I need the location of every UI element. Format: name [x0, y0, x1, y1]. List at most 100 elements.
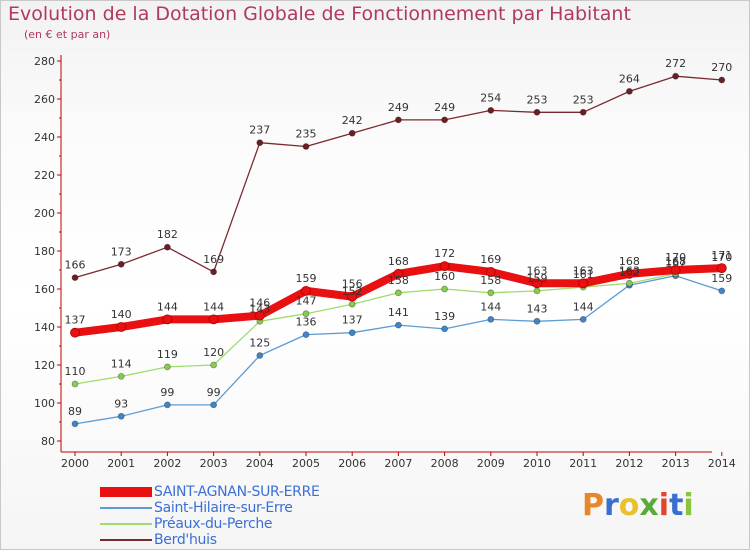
data-label: 158 [480, 274, 501, 287]
chart-title: Evolution de la Dotation Globale de Fonc… [8, 3, 631, 25]
x-tick-label: 2003 [200, 457, 228, 470]
data-label: 253 [527, 93, 548, 106]
data-label: 235 [296, 128, 317, 141]
data-point [210, 361, 218, 369]
data-point [210, 268, 218, 276]
x-tick-label: 2001 [107, 457, 135, 470]
x-tick-label: 2014 [708, 457, 736, 470]
data-point [394, 321, 402, 329]
data-label: 168 [388, 255, 409, 268]
data-label: 158 [388, 274, 409, 287]
data-point [163, 401, 171, 409]
data-point [71, 274, 79, 282]
data-label: 160 [434, 270, 455, 283]
data-label: 166 [65, 259, 86, 272]
logo-letter: t [669, 488, 684, 523]
data-label: 99 [207, 386, 221, 399]
data-point [626, 279, 633, 287]
data-labels-layer: 166 173 182 169 237 235 242 249 249 254 253 253 264 2… [65, 57, 733, 418]
legend: SAINT-AGNAN-SUR-ERRE Saint-Hilaire-sur-E… [100, 484, 400, 548]
data-point [579, 108, 587, 116]
data-label: 173 [111, 245, 132, 258]
data-point [301, 285, 311, 296]
data-label: 264 [619, 72, 640, 85]
logo-letter: o [618, 488, 640, 523]
data-point [624, 268, 635, 279]
y-tick-label: 140 [34, 321, 55, 334]
data-label: 159 [296, 272, 317, 285]
legend-item: Saint-Hilaire-sur-Erre [100, 500, 400, 516]
data-point [579, 315, 587, 323]
data-point [672, 72, 679, 80]
x-tick-label: 2012 [615, 457, 643, 470]
data-point [256, 139, 264, 147]
data-label: 272 [665, 57, 686, 70]
data-point [254, 310, 265, 321]
data-label: 93 [114, 397, 128, 410]
legend-item: SAINT-AGNAN-SUR-ERRE [100, 484, 400, 500]
data-point [487, 289, 495, 297]
data-label: 147 [296, 295, 317, 308]
data-label: 169 [480, 253, 501, 266]
legend-label: Préaux-du-Perche [154, 516, 273, 532]
data-label: 161 [573, 268, 594, 281]
data-point [393, 268, 404, 279]
data-point [162, 314, 173, 325]
logo-letter: i [658, 488, 670, 523]
data-point [302, 143, 310, 150]
data-label: 136 [296, 316, 317, 329]
data-label: 168 [665, 255, 686, 268]
data-point [718, 76, 726, 84]
x-tick-label: 2013 [662, 457, 690, 470]
data-point [256, 352, 264, 359]
data-point [71, 420, 79, 428]
data-label: 143 [527, 302, 548, 315]
data-label: 253 [573, 93, 594, 106]
data-point [439, 261, 450, 272]
data-label: 237 [249, 124, 270, 137]
data-point [441, 325, 449, 333]
data-label: 242 [342, 114, 363, 127]
series-berd-huis [71, 72, 726, 282]
x-tick-label: 2002 [153, 457, 181, 470]
y-tick-label: 180 [34, 245, 55, 258]
data-point [394, 116, 402, 124]
y-tick-label: 280 [34, 55, 55, 68]
y-tick-label: 240 [34, 131, 55, 144]
data-point [348, 300, 356, 308]
data-point [210, 401, 218, 409]
y-tick-label: 160 [34, 283, 55, 296]
data-point [70, 327, 80, 338]
data-label: 139 [434, 310, 455, 323]
data-label: 144 [573, 300, 594, 313]
data-label: 99 [160, 386, 174, 399]
data-point [117, 412, 125, 420]
series-layer [70, 72, 727, 428]
data-label: 114 [111, 357, 132, 370]
x-tick-label: 2011 [569, 457, 597, 470]
logo-letter: r [604, 488, 619, 523]
data-point [208, 314, 219, 325]
data-point [348, 129, 356, 137]
chart-subtitle: (en € et par an) [24, 28, 111, 41]
data-point [163, 363, 171, 371]
data-label: 270 [711, 61, 732, 74]
proxiti-logo: Proxiti [582, 488, 694, 523]
legend-swatch [100, 507, 152, 509]
data-label: 170 [665, 251, 686, 264]
x-tick-label: 2006 [338, 457, 366, 470]
data-label: 120 [203, 346, 224, 359]
data-point [302, 331, 310, 339]
x-tick-label: 2004 [246, 457, 274, 470]
data-label: 152 [342, 285, 363, 298]
data-label: 125 [249, 337, 270, 350]
data-label: 182 [157, 228, 178, 241]
y-tick-label: 260 [34, 93, 55, 106]
data-label: 168 [619, 255, 640, 268]
legend-item: Préaux-du-Perche [100, 516, 400, 532]
data-point [578, 278, 589, 289]
logo-letter: P [582, 488, 604, 523]
data-label: 249 [434, 101, 455, 114]
data-point [348, 329, 356, 337]
data-point [532, 278, 542, 289]
